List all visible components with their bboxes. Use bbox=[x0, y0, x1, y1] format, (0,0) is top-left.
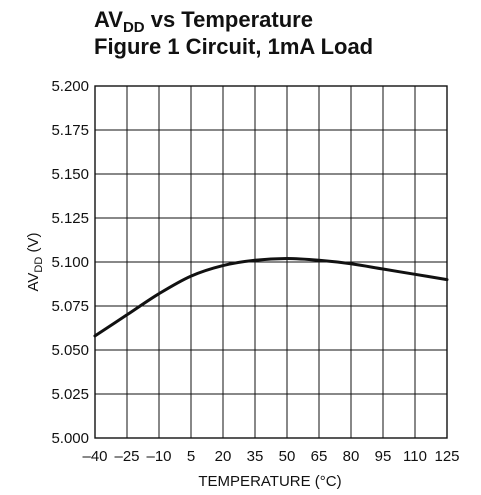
x-tick-label: 50 bbox=[279, 448, 296, 465]
x-tick-label: 95 bbox=[375, 448, 392, 465]
plot-frame bbox=[94, 85, 448, 439]
y-tick-label: 5.200 bbox=[51, 78, 89, 95]
y-axis-label: AVDD (V) bbox=[25, 233, 45, 292]
x-tick-label: 80 bbox=[343, 448, 360, 465]
y-axis-label-rest: (V) bbox=[25, 233, 42, 257]
x-tick-label: 65 bbox=[311, 448, 328, 465]
x-tick-label: 35 bbox=[247, 448, 264, 465]
y-tick-label: 5.050 bbox=[51, 342, 89, 359]
y-axis-label-main: AV bbox=[25, 273, 42, 292]
y-tick-label: 5.075 bbox=[51, 298, 89, 315]
x-tick-label: –40 bbox=[82, 448, 107, 465]
x-tick-label: –25 bbox=[114, 448, 139, 465]
x-tick-label: 110 bbox=[403, 448, 427, 465]
chart-subtitle: Figure 1 Circuit, 1mA Load bbox=[94, 34, 373, 59]
x-tick-labels: –40 –25 –10 5 20 35 50 65 80 95 110 125 bbox=[82, 448, 459, 465]
series-layer bbox=[93, 256, 449, 338]
x-axis-label: TEMPERATURE (°C) bbox=[198, 473, 341, 490]
y-tick-label: 5.100 bbox=[51, 254, 89, 271]
chart-title-main: AV bbox=[94, 7, 123, 32]
y-tick-label: 5.025 bbox=[51, 386, 89, 403]
y-tick-label: 5.000 bbox=[51, 430, 89, 447]
x-tick-label: 5 bbox=[187, 448, 195, 465]
grid-layer bbox=[94, 85, 448, 439]
series-line-avdd bbox=[93, 256, 449, 338]
chart-title: AVDD vs Temperature bbox=[94, 7, 313, 36]
chart-title-subscript: DD bbox=[123, 19, 145, 36]
y-tick-label: 5.150 bbox=[51, 166, 89, 183]
chart-title-rest: vs Temperature bbox=[145, 7, 313, 32]
y-tick-label: 5.125 bbox=[51, 210, 89, 227]
x-tick-label: 20 bbox=[215, 448, 232, 465]
x-tick-label: 125 bbox=[434, 448, 459, 465]
x-tick-label: –10 bbox=[146, 448, 171, 465]
y-tick-labels: 5.000 5.025 5.050 5.075 5.100 5.125 5.150 5.175… bbox=[51, 78, 89, 447]
y-axis-label-subscript: DD bbox=[33, 257, 45, 273]
y-tick-label: 5.175 bbox=[51, 122, 89, 139]
